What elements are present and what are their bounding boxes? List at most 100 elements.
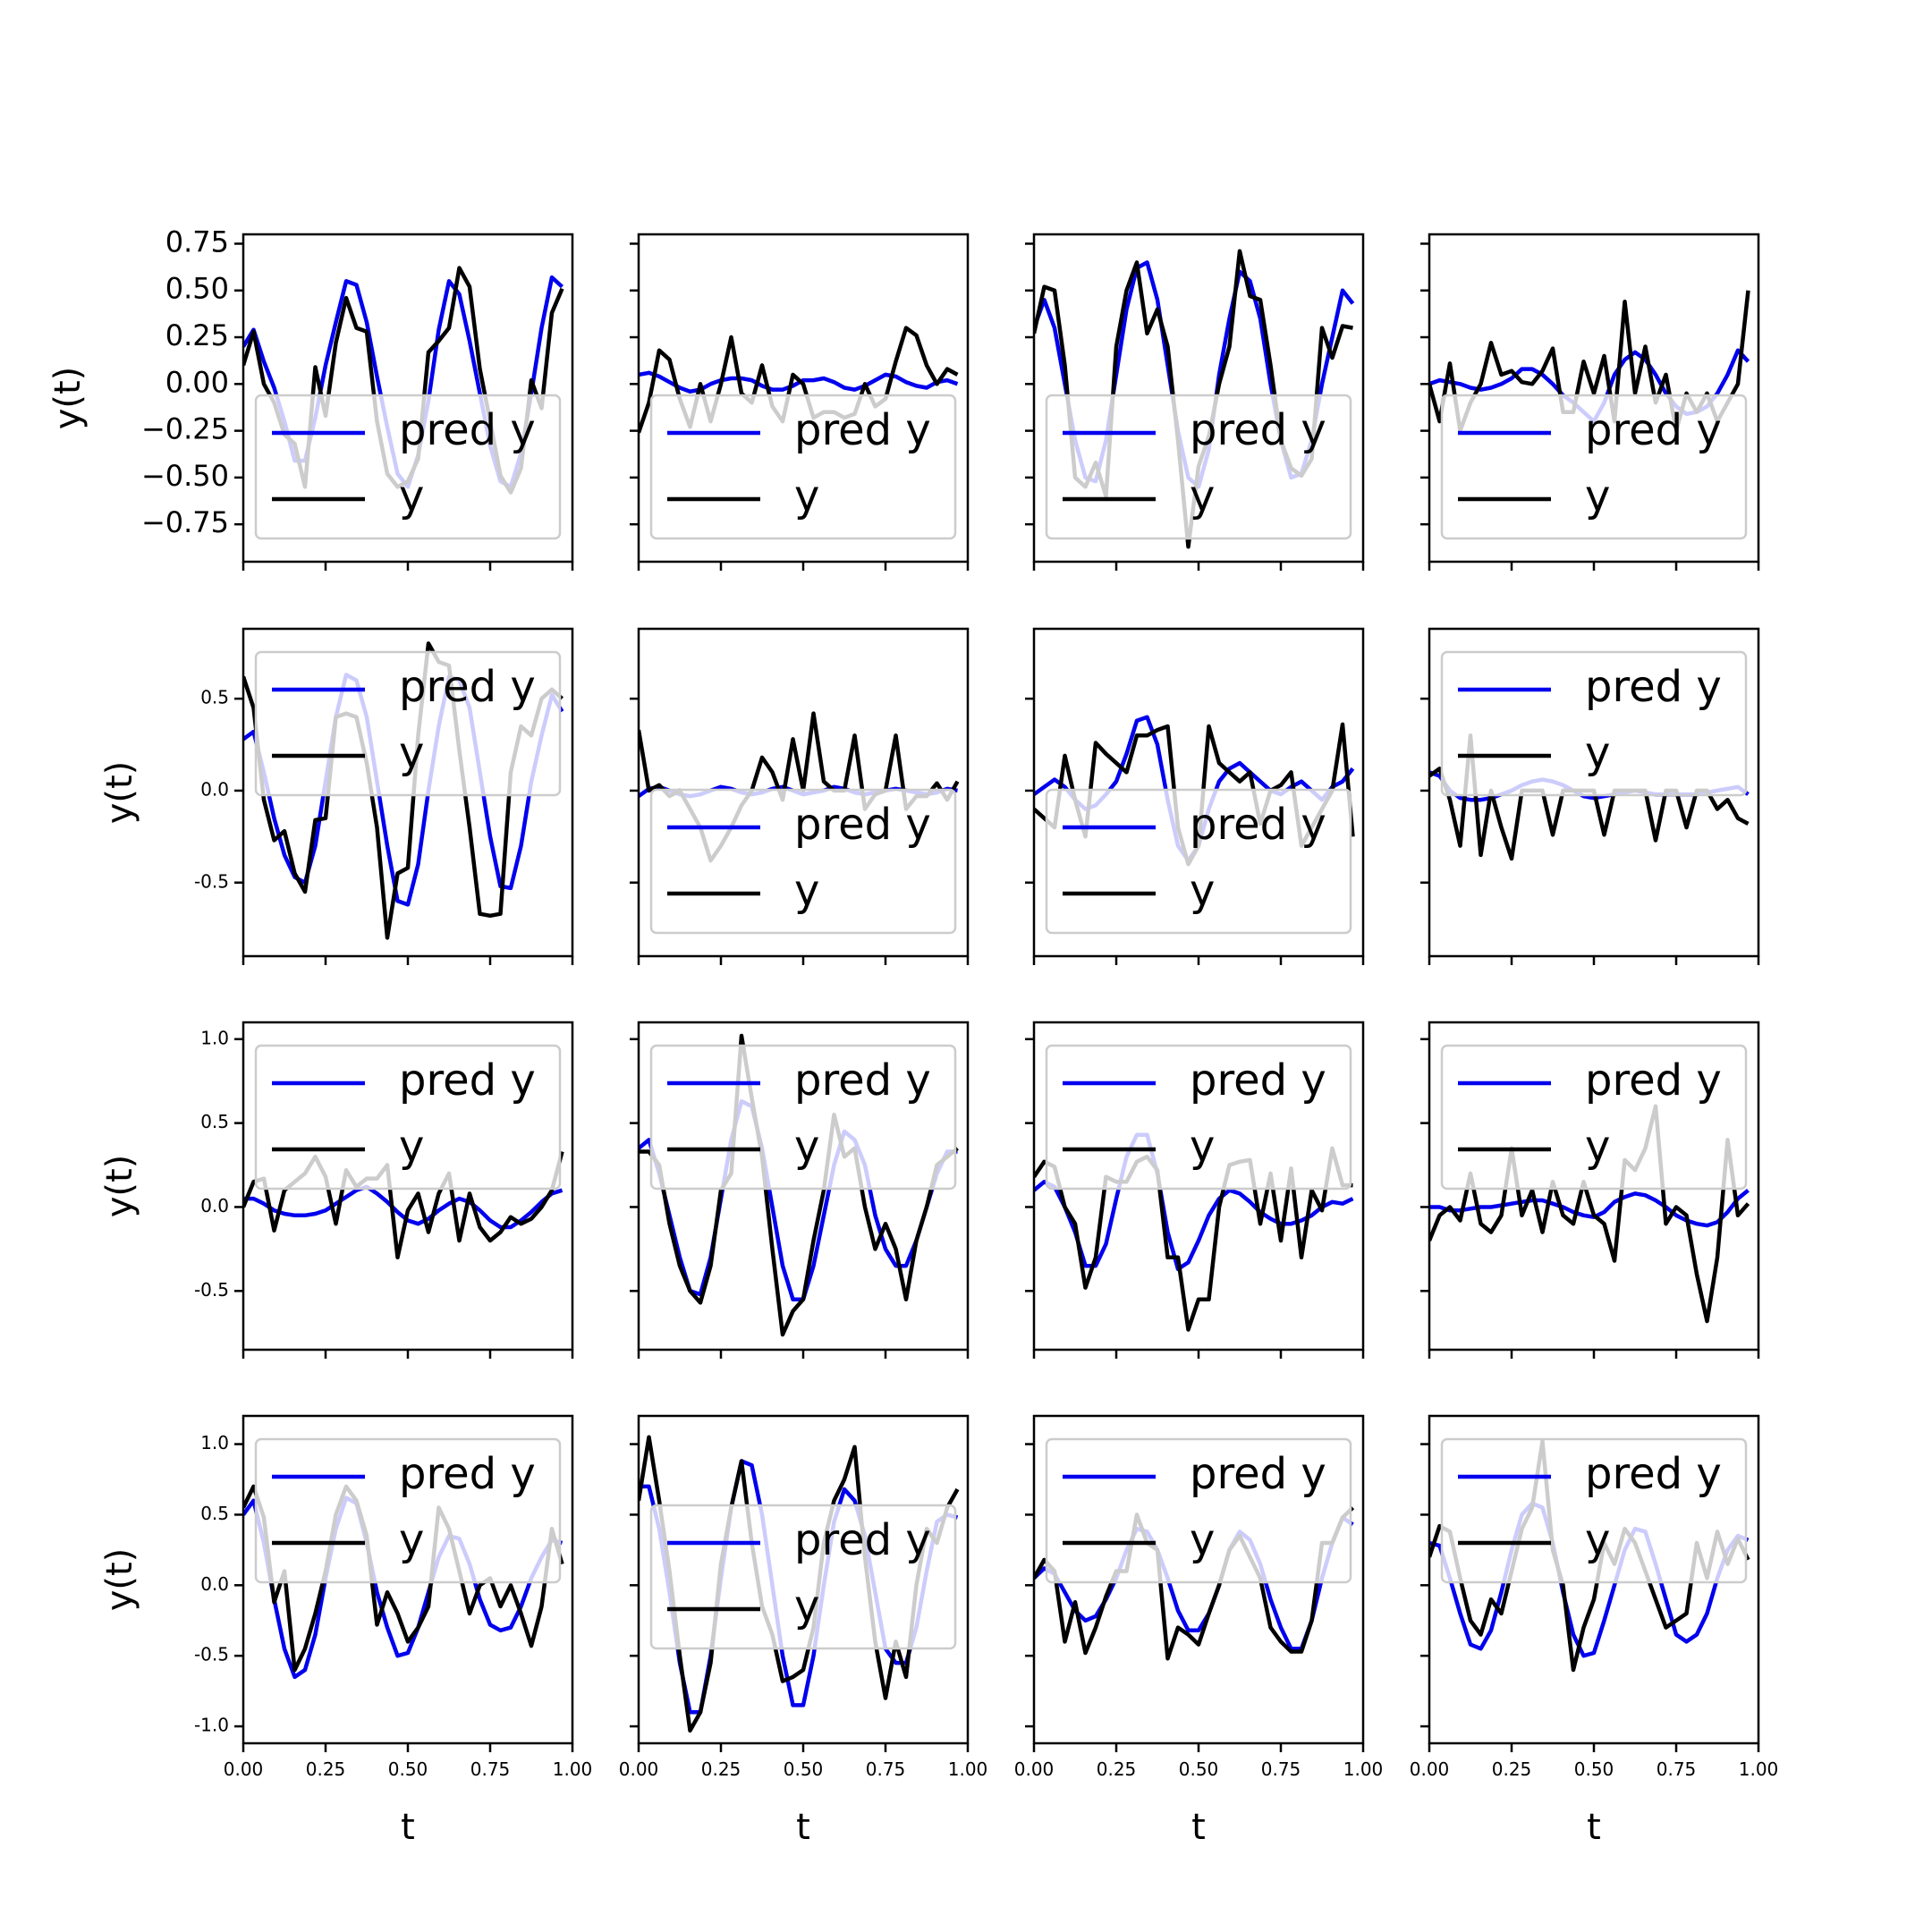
subplot-r3-c0: -1.0 -0.5 0.0 0.5 1.0 0.00 0.25 0.50 0.75 1.00 y(t… — [99, 1414, 592, 1848]
legend-label: pred y — [1585, 662, 1722, 712]
x-tick-label: 0.75 — [1261, 1758, 1301, 1780]
subplot-r0-c1: pred y y — [630, 233, 970, 571]
y-tick-label: 0.00 — [165, 365, 229, 399]
x-tick-label: 0.50 — [388, 1758, 428, 1780]
y-tick-label: 1.0 — [200, 1027, 229, 1048]
legend-label: pred y — [1585, 1055, 1722, 1106]
x-tick-label: 0.00 — [224, 1758, 264, 1780]
plot-area — [243, 1484, 564, 1680]
legend-label: y — [794, 866, 819, 916]
x-tick-label: 1.00 — [1343, 1758, 1384, 1780]
legend-label: y — [399, 1515, 424, 1565]
y-tick-label: 0.0 — [200, 778, 229, 800]
series-line-pred-y — [1429, 1501, 1750, 1658]
legend-label: pred y — [1190, 1449, 1326, 1499]
legend-label: y — [1585, 1122, 1610, 1172]
legend-label: y — [1585, 1515, 1610, 1565]
legend: pred y y — [1045, 394, 1352, 540]
y-tick-label: 0.5 — [200, 687, 229, 708]
legend-label: y — [1585, 728, 1610, 778]
y-tick-label: -0.5 — [194, 870, 229, 892]
y-axis-label: y(t) — [47, 367, 89, 430]
plot-area — [639, 1033, 959, 1337]
legend: pred y y — [1045, 1044, 1352, 1191]
legend: pred y y — [649, 1504, 957, 1650]
series-line-y — [1034, 1146, 1353, 1332]
x-tick-label: 0.50 — [1179, 1758, 1219, 1780]
plot-area — [1429, 1104, 1750, 1324]
subplot-r2-c3: pred y y — [1420, 1021, 1760, 1359]
subplot-r0-c0: −0.75 −0.50 −0.25 0.00 0.25 0.50 0.75 y(t) pred … — [47, 225, 574, 571]
legend: pred y y — [1440, 394, 1748, 540]
legend-label: y — [794, 1122, 819, 1172]
legend-label: y — [794, 471, 819, 521]
legend: pred y y — [1440, 1437, 1748, 1584]
y-tick-label: −0.75 — [141, 505, 229, 539]
legend-label: y — [399, 471, 424, 521]
x-axis-label: t — [1191, 1807, 1206, 1848]
subplot-r2-c2: pred y y — [1025, 1021, 1365, 1359]
legend: pred y y — [254, 650, 562, 797]
y-axis-label: y(t) — [99, 1548, 140, 1612]
x-tick-label: 1.00 — [1739, 1758, 1779, 1780]
x-tick-label: 0.25 — [701, 1758, 741, 1780]
series-line-pred-y — [1034, 1515, 1354, 1651]
subplot-r1-c0: -0.5 0.0 0.5 y(t) pred y y — [99, 627, 574, 965]
subplot-r1-c2: pred y y — [1025, 627, 1365, 965]
legend: pred y y — [254, 394, 562, 540]
legend: pred y y — [649, 1044, 957, 1191]
y-tick-label: 0.75 — [165, 225, 229, 258]
legend-label: y — [1190, 471, 1215, 521]
plot-area — [1034, 1132, 1354, 1332]
series-line-y — [243, 1484, 564, 1673]
legend: pred y y — [254, 1437, 562, 1584]
legend-label: y — [399, 1122, 424, 1172]
legend-label: y — [399, 728, 424, 778]
y-tick-label: 0.5 — [200, 1503, 229, 1524]
series-line-pred-y — [639, 1459, 959, 1715]
x-axis-label: t — [401, 1807, 415, 1848]
subplot-r3-c3: 0.00 0.25 0.50 0.75 1.00 t pred y y — [1410, 1414, 1779, 1848]
x-tick-label: 1.00 — [948, 1758, 988, 1780]
x-tick-label: 0.00 — [1014, 1758, 1055, 1780]
y-tick-label: −0.25 — [141, 412, 229, 446]
x-tick-label: 0.75 — [1657, 1758, 1697, 1780]
x-tick-label: 0.25 — [1097, 1758, 1137, 1780]
subplot-r3-c2: 0.00 0.25 0.50 0.75 1.00 t pred y y — [1014, 1414, 1384, 1848]
y-tick-label: -1.0 — [194, 1715, 229, 1736]
x-tick-label: 0.50 — [784, 1758, 824, 1780]
series-line-y — [1034, 1505, 1355, 1661]
y-tick-label: -0.5 — [194, 1644, 229, 1665]
legend: pred y y — [1045, 788, 1352, 935]
y-tick-label: -0.5 — [194, 1279, 229, 1301]
legend-label: pred y — [1190, 1055, 1326, 1106]
x-tick-label: 0.25 — [1492, 1758, 1532, 1780]
subplot-r1-c1: pred y y — [630, 627, 970, 965]
legend-label: pred y — [794, 405, 931, 455]
legend: pred y y — [649, 788, 957, 935]
series-line-pred-y — [243, 1184, 564, 1230]
legend-label: pred y — [794, 800, 931, 850]
legend-label: pred y — [1190, 405, 1326, 455]
y-tick-label: 0.25 — [165, 318, 229, 352]
x-tick-label: 0.75 — [866, 1758, 906, 1780]
y-tick-label: 1.0 — [200, 1432, 229, 1453]
legend-label: pred y — [1585, 405, 1722, 455]
legend: pred y y — [1440, 1044, 1748, 1191]
legend-label: y — [1190, 1122, 1215, 1172]
plot-area — [639, 1435, 960, 1733]
x-tick-label: 0.00 — [1410, 1758, 1450, 1780]
x-tick-label: 0.00 — [619, 1758, 659, 1780]
legend-label: pred y — [1190, 800, 1326, 850]
series-line-pred-y — [243, 1496, 564, 1680]
y-axis-label: y(t) — [99, 1155, 140, 1218]
x-tick-label: 0.75 — [470, 1758, 511, 1780]
x-axis-label: t — [1587, 1807, 1601, 1848]
legend: pred y y — [1045, 1437, 1352, 1584]
y-axis-label: y(t) — [99, 761, 140, 825]
series-line-pred-y — [1429, 1188, 1750, 1228]
legend-label: y — [1190, 1515, 1215, 1565]
legend-label: pred y — [399, 1449, 536, 1499]
x-tick-label: 0.50 — [1574, 1758, 1614, 1780]
